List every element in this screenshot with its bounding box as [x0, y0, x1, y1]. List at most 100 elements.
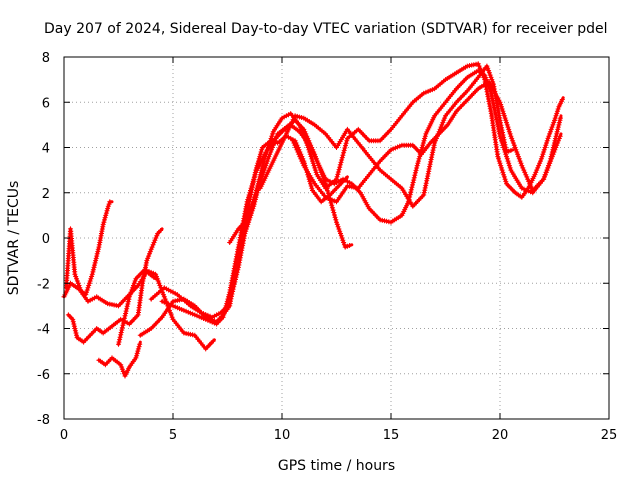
data-point-marker — [299, 115, 305, 120]
data-point-marker — [119, 364, 125, 370]
data-point-marker — [128, 289, 134, 295]
data-point-marker — [341, 240, 347, 245]
data-point-marker — [146, 269, 152, 274]
data-point-marker — [119, 366, 125, 372]
data-point-marker — [253, 190, 259, 196]
data-point-marker — [149, 244, 155, 250]
data-point-marker — [260, 163, 266, 169]
data-point-marker — [343, 143, 348, 149]
data-point-marker — [259, 147, 265, 153]
data-point-marker — [481, 74, 487, 80]
data-point-marker — [498, 163, 504, 169]
data-point-marker — [488, 88, 493, 94]
data-point-marker — [547, 131, 553, 137]
data-point-marker — [76, 283, 82, 288]
data-point-marker — [390, 146, 396, 152]
data-point-marker — [256, 176, 262, 182]
data-point-marker — [432, 140, 438, 146]
data-point-marker — [516, 156, 522, 162]
data-point-marker — [337, 228, 343, 234]
data-point-marker — [541, 147, 547, 153]
data-point-marker — [84, 287, 90, 293]
data-point-marker — [506, 163, 512, 169]
data-point-marker — [485, 65, 491, 71]
data-point-marker — [484, 63, 490, 69]
data-point-marker — [545, 165, 551, 171]
data-point-marker — [86, 280, 92, 286]
data-point-marker — [332, 212, 337, 218]
data-point-marker — [294, 147, 300, 153]
data-point-marker — [342, 177, 348, 183]
data-point-marker — [505, 124, 511, 130]
data-point-marker — [169, 314, 175, 320]
data-point-marker — [296, 122, 302, 128]
data-point-marker — [106, 201, 112, 207]
data-point-marker — [146, 253, 152, 259]
data-point-marker — [342, 145, 348, 151]
y-tick-label: -6 — [37, 368, 50, 383]
data-point-marker — [411, 177, 417, 183]
data-point-marker — [504, 156, 510, 162]
data-point-marker — [506, 148, 512, 154]
data-point-marker — [331, 198, 337, 204]
data-point-marker — [78, 287, 84, 293]
data-point-marker — [423, 89, 429, 95]
data-point-marker — [497, 133, 503, 139]
data-point-marker — [262, 156, 268, 162]
data-point-marker — [221, 310, 227, 316]
data-point-marker — [105, 206, 111, 212]
data-point-marker — [134, 353, 140, 359]
data-point-marker — [554, 129, 560, 135]
data-point-marker — [486, 68, 492, 74]
data-point-marker — [148, 269, 154, 275]
data-point-marker — [267, 140, 273, 146]
data-point-marker — [133, 355, 139, 361]
data-point-marker — [153, 274, 159, 279]
data-point-marker — [125, 299, 131, 305]
data-point-marker — [144, 268, 150, 274]
data-point-marker — [501, 111, 507, 117]
data-point-marker — [118, 330, 124, 335]
data-point-marker — [439, 122, 445, 128]
data-point-marker — [245, 197, 251, 202]
data-point-marker — [290, 138, 296, 144]
data-point-marker — [166, 301, 172, 307]
data-point-marker — [155, 278, 161, 284]
data-point-marker — [145, 255, 151, 261]
data-point-marker — [70, 316, 76, 322]
data-point-marker — [153, 235, 159, 241]
data-point-marker — [534, 167, 540, 173]
data-point-marker — [504, 149, 509, 155]
data-point-marker — [293, 145, 299, 150]
data-point-marker — [422, 133, 428, 139]
data-point-marker — [123, 308, 129, 314]
data-point-marker — [544, 167, 550, 173]
data-point-marker — [511, 142, 517, 148]
data-point-marker — [410, 180, 416, 185]
data-point-marker — [147, 249, 153, 255]
data-point-marker — [407, 192, 413, 198]
data-point-marker — [334, 174, 340, 180]
data-point-marker — [519, 163, 525, 169]
series-line — [228, 62, 565, 244]
data-point-marker — [201, 311, 206, 317]
data-point-marker — [544, 140, 549, 146]
data-point-marker — [397, 143, 403, 149]
y-tick-label: 6 — [42, 96, 50, 111]
data-point-marker — [258, 149, 264, 155]
data-point-marker — [267, 138, 273, 144]
data-point-marker — [205, 317, 211, 323]
data-point-marker — [244, 199, 250, 205]
data-point-marker — [154, 276, 160, 282]
chart-title: Day 207 of 2024, Sidereal Day-to-day VTE… — [44, 21, 608, 37]
data-point-marker — [541, 176, 547, 182]
data-point-marker — [512, 145, 518, 150]
data-point-marker — [183, 308, 189, 314]
data-point-marker — [552, 117, 557, 123]
data-point-marker — [135, 346, 141, 352]
data-point-marker — [244, 224, 250, 230]
data-point-marker — [502, 176, 508, 182]
data-point-marker — [103, 210, 109, 216]
x-tick-label: 20 — [492, 428, 509, 443]
